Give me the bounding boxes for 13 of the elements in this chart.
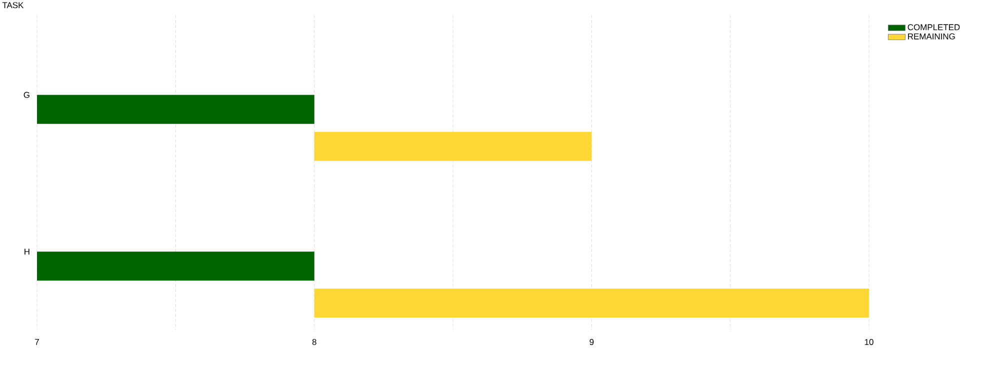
legend-label: REMAINING bbox=[908, 33, 955, 40]
bar bbox=[314, 288, 870, 318]
x-tick-label: 8 bbox=[312, 339, 316, 345]
y-axis-title: TASK bbox=[2, 2, 24, 8]
x-tick-label: 10 bbox=[864, 339, 874, 345]
bar bbox=[314, 132, 592, 161]
bar bbox=[37, 94, 314, 124]
x-tick-label: 7 bbox=[35, 339, 39, 345]
x-tick-label: 9 bbox=[590, 339, 594, 345]
y-tick-label: H bbox=[24, 248, 30, 255]
legend-label: COMPLETED bbox=[908, 24, 960, 30]
y-tick-label: G bbox=[24, 92, 30, 98]
bar bbox=[37, 252, 314, 281]
